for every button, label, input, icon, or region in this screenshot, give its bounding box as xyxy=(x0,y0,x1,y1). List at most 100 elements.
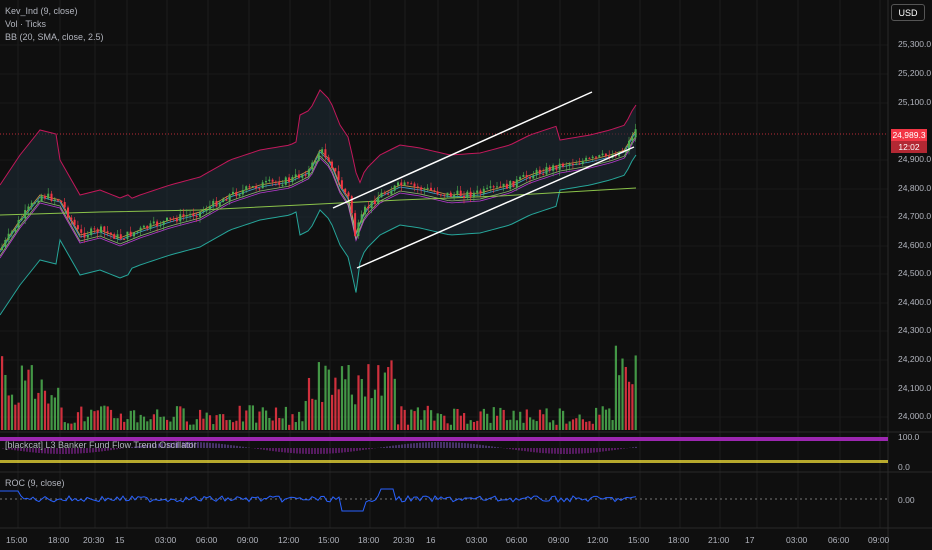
candle-body xyxy=(453,194,456,197)
candle-body xyxy=(350,196,353,214)
candle-body xyxy=(255,186,258,189)
volume-bar xyxy=(268,418,271,430)
legend-roc[interactable]: ROC (9, close) xyxy=(5,478,65,488)
candle-body xyxy=(215,200,218,207)
volume-bar xyxy=(34,398,37,430)
volume-bar xyxy=(555,424,558,430)
volume-bar xyxy=(628,381,631,430)
volume-bar xyxy=(241,421,245,430)
volume-bar xyxy=(298,411,301,430)
candle-body xyxy=(317,153,320,161)
volume-bar xyxy=(469,420,472,430)
candle-body xyxy=(20,218,23,221)
candle-body xyxy=(100,226,102,233)
legend-volume[interactable]: Vol · Ticks xyxy=(5,19,47,29)
price-tick: 24,500.0 xyxy=(898,268,932,278)
candle-body xyxy=(443,194,446,196)
volume-bar xyxy=(248,405,251,430)
time-tick: 12:00 xyxy=(278,535,300,545)
candle-body xyxy=(314,160,317,163)
volume-bar xyxy=(185,421,188,430)
candle-body xyxy=(433,190,436,192)
candle-body xyxy=(380,192,383,198)
price-tick: 24,800.0 xyxy=(898,183,932,193)
volume-bar xyxy=(545,408,548,430)
candle-body xyxy=(522,175,525,177)
volume-bar xyxy=(390,360,393,430)
candle-body xyxy=(416,186,419,188)
currency-button[interactable]: USD xyxy=(891,4,925,21)
bollinger-bands xyxy=(0,89,637,316)
candle-body xyxy=(545,166,548,175)
volume-bar xyxy=(172,416,175,430)
volume-bar xyxy=(251,405,254,430)
volume-bar xyxy=(189,424,192,430)
candle-body xyxy=(166,217,168,221)
candle-body xyxy=(588,157,591,159)
volume-bar xyxy=(496,415,499,430)
volume-bar xyxy=(364,396,367,430)
candle-body xyxy=(156,221,159,227)
volume-bar xyxy=(499,407,502,430)
candle-body xyxy=(324,149,327,158)
volume-bar xyxy=(453,408,456,430)
volume-bar xyxy=(109,409,113,430)
volume-bar xyxy=(532,419,535,430)
candle-body xyxy=(591,156,594,159)
volume-bar xyxy=(202,418,205,430)
volume-bar xyxy=(47,403,50,430)
price-tick: 24,700.0 xyxy=(898,211,932,221)
volume-bar xyxy=(63,422,66,430)
osc-band-bottom xyxy=(0,460,888,463)
trend-channel[interactable] xyxy=(332,91,635,269)
volume-bar xyxy=(529,417,532,430)
time-tick: 09:00 xyxy=(237,535,259,545)
candle-body xyxy=(298,174,300,178)
candle-body xyxy=(601,153,604,156)
volume-bar xyxy=(281,418,284,430)
volume-bar xyxy=(17,402,20,430)
candle-body xyxy=(456,190,459,195)
volume-bar xyxy=(331,394,334,430)
candle-body xyxy=(406,182,409,184)
volume-bar xyxy=(40,379,43,430)
volume-bar xyxy=(357,375,360,430)
candle-body xyxy=(90,228,93,236)
candle-body xyxy=(585,157,588,161)
volume-bar xyxy=(439,414,443,430)
volume-bar xyxy=(489,422,492,430)
time-tick: 21:00 xyxy=(708,535,730,545)
volume-bar xyxy=(136,422,139,430)
volume-bar xyxy=(354,404,357,430)
candle-body xyxy=(218,202,221,207)
candle-body xyxy=(258,188,261,190)
price-tick: 24,000.0 xyxy=(898,411,932,421)
legend-kev-ind[interactable]: Kev_Ind (9, close) xyxy=(5,6,78,16)
candle-body xyxy=(27,206,30,211)
volume-bar xyxy=(604,409,608,430)
volume-bar xyxy=(538,409,542,430)
volume-bar xyxy=(512,410,515,430)
candle-body xyxy=(403,182,406,186)
candle-body xyxy=(4,240,7,247)
candle-body xyxy=(344,188,347,193)
legend-oscillator[interactable]: [blackcat] L3 Banker Fund Flow Trend Osc… xyxy=(5,440,197,450)
candle-body xyxy=(34,202,36,204)
candle-body xyxy=(423,188,426,190)
volume-bar xyxy=(27,369,30,430)
candle-body xyxy=(152,221,155,224)
volume-bar xyxy=(146,421,149,430)
candle-body xyxy=(439,194,442,196)
candle-body xyxy=(149,223,152,229)
volume-bar xyxy=(271,420,274,430)
volume-bar xyxy=(7,395,10,430)
candle-body xyxy=(179,214,182,222)
candle-body xyxy=(515,179,518,188)
legend-bollinger[interactable]: BB (20, SMA, close, 2.5) xyxy=(5,32,104,42)
candle-body xyxy=(136,230,139,233)
candle-body xyxy=(53,199,56,201)
volume-bar xyxy=(96,410,99,430)
candle-body xyxy=(370,200,373,209)
